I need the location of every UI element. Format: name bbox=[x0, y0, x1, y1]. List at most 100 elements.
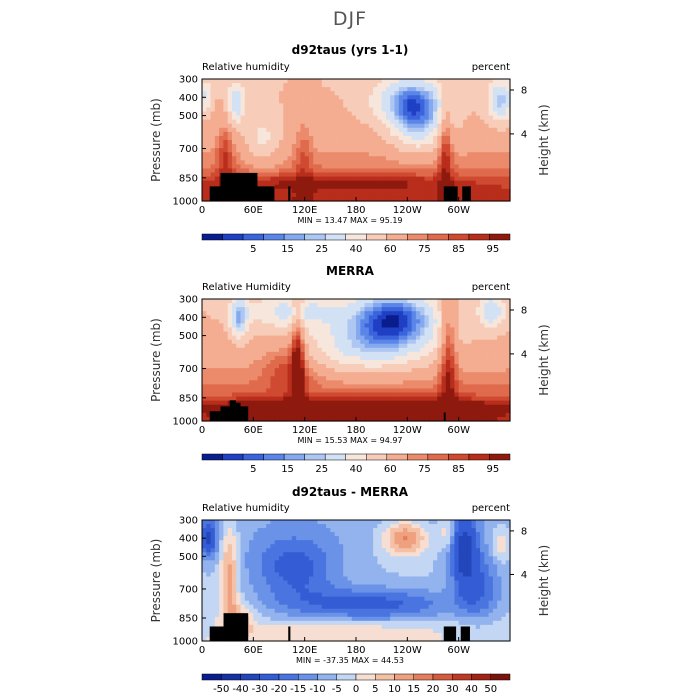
field-cell bbox=[244, 319, 250, 324]
field-cell bbox=[390, 135, 396, 141]
field-cell bbox=[492, 319, 498, 324]
field-cell bbox=[411, 355, 417, 361]
field-cell bbox=[321, 127, 327, 133]
field-cell bbox=[304, 160, 310, 165]
field-cell bbox=[231, 91, 237, 96]
field-cell bbox=[304, 347, 310, 353]
field-cell bbox=[236, 536, 242, 541]
field-cell bbox=[261, 372, 267, 377]
field-cell bbox=[505, 380, 511, 385]
field-cell bbox=[398, 184, 404, 190]
field-cell bbox=[291, 79, 297, 84]
field-cell bbox=[484, 180, 490, 186]
field-cell bbox=[304, 544, 310, 549]
field-cell bbox=[475, 384, 481, 390]
field-cell bbox=[403, 87, 408, 92]
field-cell bbox=[437, 412, 443, 418]
field-cell bbox=[321, 91, 327, 96]
field-cell bbox=[403, 376, 408, 381]
field-cell bbox=[475, 339, 481, 345]
field-cell bbox=[377, 164, 383, 170]
field-cell bbox=[484, 536, 490, 541]
field-cell bbox=[283, 380, 289, 385]
field-cell bbox=[317, 176, 323, 182]
field-cell bbox=[317, 95, 323, 100]
field-cell bbox=[398, 168, 404, 174]
field-cell bbox=[398, 123, 404, 129]
field-cell bbox=[407, 351, 413, 357]
field-cell bbox=[488, 376, 494, 381]
field-cell bbox=[206, 319, 212, 324]
field-cell bbox=[343, 400, 349, 406]
field-cell bbox=[424, 540, 430, 545]
field-cell bbox=[471, 412, 477, 418]
field-cell bbox=[433, 152, 438, 157]
field-cell bbox=[424, 376, 430, 381]
field-cell bbox=[223, 520, 229, 525]
field-cell bbox=[347, 131, 353, 137]
field-cell bbox=[505, 307, 511, 312]
field-cell bbox=[445, 335, 451, 341]
field-cell bbox=[308, 360, 314, 365]
field-cell bbox=[283, 131, 289, 137]
field-cell bbox=[356, 528, 361, 533]
field-cell bbox=[300, 380, 306, 385]
field-cell bbox=[394, 111, 400, 117]
field-cell bbox=[223, 360, 229, 365]
field-cell bbox=[347, 368, 353, 373]
field-cell bbox=[462, 95, 468, 100]
field-cell bbox=[415, 524, 421, 529]
field-cell bbox=[240, 368, 246, 373]
terrain-block bbox=[238, 186, 275, 201]
field-cell bbox=[347, 536, 353, 541]
field-cell bbox=[287, 532, 293, 537]
field-cell bbox=[279, 364, 284, 369]
field-cell bbox=[231, 135, 237, 141]
field-cell bbox=[351, 544, 357, 549]
field-cell bbox=[244, 119, 250, 125]
field-cell bbox=[330, 376, 336, 381]
field-cell bbox=[249, 335, 254, 341]
field-cell bbox=[244, 148, 250, 153]
field-cell bbox=[210, 528, 216, 533]
field-cell bbox=[283, 79, 289, 84]
field-cell bbox=[368, 327, 374, 333]
field-cell bbox=[343, 339, 349, 345]
field-cell bbox=[360, 307, 366, 312]
field-cell bbox=[492, 111, 498, 117]
field-cell bbox=[300, 111, 306, 117]
field-cell bbox=[462, 380, 468, 385]
field-cell bbox=[433, 396, 438, 402]
field-cell bbox=[300, 335, 306, 341]
field-cell bbox=[351, 343, 357, 349]
field-cell bbox=[249, 87, 254, 92]
field-cell bbox=[381, 127, 387, 133]
field-cell bbox=[360, 168, 366, 174]
field-cell bbox=[377, 115, 383, 121]
field-cell bbox=[441, 380, 447, 385]
field-cell bbox=[338, 87, 344, 92]
field-cell bbox=[261, 376, 267, 381]
field-cell bbox=[279, 123, 284, 129]
field-cell bbox=[467, 168, 473, 174]
field-cell bbox=[381, 111, 387, 117]
field-cell bbox=[206, 160, 212, 165]
field-cell bbox=[398, 540, 404, 545]
field-cell bbox=[411, 380, 417, 385]
field-cell bbox=[411, 323, 417, 329]
field-cell bbox=[338, 355, 344, 361]
field-cell bbox=[326, 164, 331, 170]
field-cell bbox=[219, 123, 224, 129]
field-cell bbox=[270, 408, 276, 414]
field-cell bbox=[377, 544, 383, 549]
field-cell bbox=[501, 396, 507, 402]
field-cell bbox=[257, 396, 263, 402]
field-cell bbox=[364, 160, 370, 165]
field-cell bbox=[236, 91, 242, 96]
field-cell bbox=[373, 355, 378, 361]
field-cell bbox=[343, 303, 349, 308]
field-cell bbox=[480, 536, 485, 541]
field-cell bbox=[467, 528, 473, 533]
field-cell bbox=[407, 408, 413, 414]
field-cell bbox=[219, 384, 224, 390]
